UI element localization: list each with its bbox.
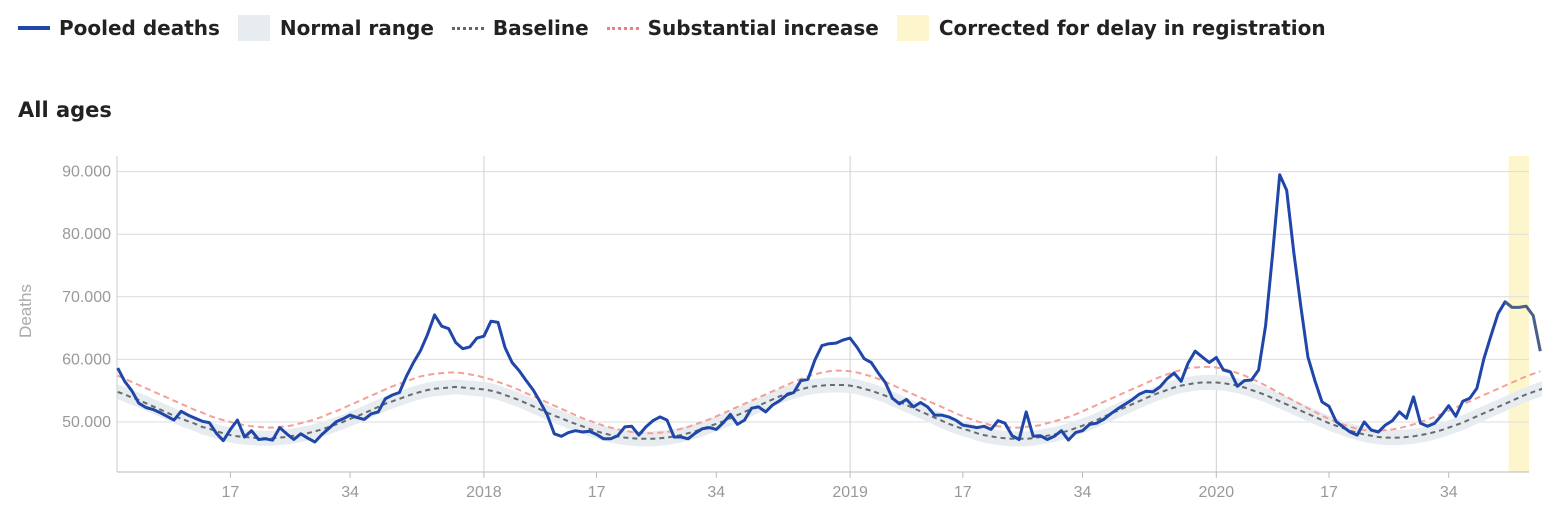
x-tick-label: 17 [1320,484,1338,501]
y-axis-title: Deaths [16,284,35,338]
y-tick-label: 50.000 [62,414,111,431]
substantial-increase-line [117,365,1541,435]
x-tick-label: 34 [707,484,725,501]
x-tick-label: 34 [341,484,359,501]
x-tick-label: 17 [588,484,606,501]
y-tick-label: 90.000 [62,164,111,181]
x-tick-label: 2019 [832,484,868,501]
y-tick-label: 70.000 [62,289,111,306]
legend-label: Pooled deaths [59,16,220,40]
legend-swatch [606,26,639,30]
x-tick-label: 17 [954,484,972,501]
baseline-line [117,381,1542,440]
chart-subtitle: All ages [18,98,112,122]
delay-correction-region [1508,156,1529,472]
legend-item[interactable]: Baseline [451,16,589,40]
legend-swatch [18,26,50,30]
x-tick-label: 17 [221,484,239,501]
x-tick-label: 2018 [466,484,502,501]
normal-range-band [117,375,1542,447]
legend-item[interactable]: Substantial increase [606,16,879,40]
legend: Pooled deaths Normal range Baseline Substan… [18,12,1344,44]
x-tick-label: 34 [1074,484,1092,501]
pooled-deaths-corrected-line [1504,300,1542,352]
y-tick-label: 80.000 [62,226,111,243]
legend-label: Normal range [279,16,434,40]
legend-swatch [237,15,270,41]
legend-item[interactable]: Corrected for delay in registration [896,15,1326,41]
x-tick-label: 34 [1440,484,1458,501]
legend-label: Substantial increase [647,16,879,40]
legend-item[interactable]: Pooled deaths [18,16,220,40]
legend-item[interactable]: Normal range [237,15,434,41]
y-tick-label: 60.000 [62,351,111,368]
legend-swatch [896,15,929,41]
x-tick-label: 2020 [1199,484,1235,501]
legend-label: Corrected for delay in registration [938,16,1326,40]
legend-swatch [451,26,484,30]
pooled-deaths-line [116,173,1514,444]
legend-label: Baseline [492,16,589,40]
